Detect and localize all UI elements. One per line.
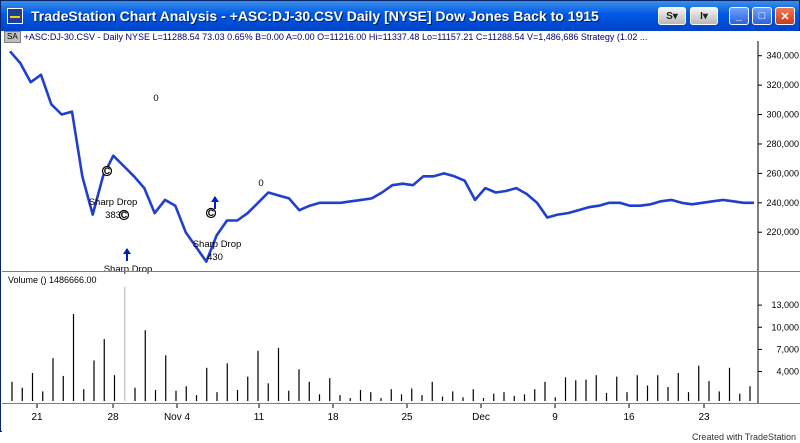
chart-window: TradeStation Chart Analysis - +ASC:DJ-30… bbox=[0, 0, 800, 433]
exit-marker-label: C bbox=[104, 166, 111, 176]
date-tick-label: Dec bbox=[472, 412, 490, 423]
sharp-drop-value: 383 bbox=[105, 210, 121, 221]
footer: Created with TradeStation bbox=[0, 432, 800, 443]
price-tick-label: 320,000 bbox=[766, 80, 799, 90]
exit-marker-label: C bbox=[121, 210, 128, 220]
date-tick-label: 18 bbox=[327, 412, 339, 423]
minimize-button[interactable]: _ bbox=[729, 7, 749, 25]
volume-panel-label: Volume () 1486666.00 bbox=[8, 275, 97, 285]
exit-marker-circle bbox=[205, 207, 217, 219]
price-volume-separator[interactable] bbox=[2, 271, 800, 272]
price-tick-label: 300,000 bbox=[766, 110, 799, 120]
sharp-drop-label: Sharp Drop bbox=[104, 264, 153, 275]
date-tick-label: 16 bbox=[623, 412, 635, 423]
date-tick-label: 11 bbox=[254, 412, 265, 423]
title-bar[interactable]: TradeStation Chart Analysis - +ASC:DJ-30… bbox=[1, 1, 799, 31]
indicator-menu-button[interactable]: I▾ bbox=[690, 7, 718, 25]
date-tick-label: 9 bbox=[552, 412, 558, 423]
date-tick-label: 28 bbox=[107, 412, 119, 423]
sa-badge[interactable]: SA bbox=[4, 31, 21, 43]
price-series-line bbox=[9, 50, 754, 263]
date-tick-label: 25 bbox=[401, 412, 413, 423]
volume-tick-label: 10,000 bbox=[771, 322, 799, 332]
sharp-drop-value: 430 bbox=[207, 252, 223, 263]
price-tick-label: 240,000 bbox=[766, 198, 799, 208]
sharp-drop-label: Sharp Drop bbox=[193, 239, 242, 250]
window-title: TradeStation Chart Analysis - +ASC:DJ-30… bbox=[31, 8, 599, 24]
price-tick-label: 220,000 bbox=[766, 227, 799, 237]
entry-arrow-head bbox=[123, 248, 131, 254]
exit-marker-circle bbox=[101, 165, 113, 177]
chart-area[interactable]: SA +ASC:DJ-30.CSV - Daily NYSE L=11288.5… bbox=[2, 31, 800, 433]
volume-date-separator bbox=[2, 403, 800, 404]
price-chart-svg[interactable]: 340,000 320,000 300,000 280,000 260,000 240,0… bbox=[2, 31, 800, 433]
date-tick-label: Nov 4 bbox=[164, 412, 191, 423]
maximize-button[interactable]: □ bbox=[752, 7, 772, 25]
strategy-menu-button[interactable]: S▾ bbox=[658, 7, 686, 25]
entry-arrow-head bbox=[211, 196, 219, 202]
price-tick-label: 280,000 bbox=[766, 139, 799, 149]
exit-marker-label: C bbox=[208, 208, 215, 218]
volume-tick-label: 4,000 bbox=[776, 367, 799, 377]
symbol-info-text: +ASC:DJ-30.CSV - Daily NYSE L=11288.54 7… bbox=[23, 32, 648, 42]
footer-text: Created with TradeStation bbox=[691, 432, 796, 442]
volume-tick-label: 13,000 bbox=[771, 300, 799, 310]
sharp-drop-label: Sharp Drop bbox=[89, 197, 138, 208]
price-tick-label: 260,000 bbox=[766, 168, 799, 178]
signal-zero-label: 0 bbox=[153, 93, 158, 104]
volume-tick-label: 7,000 bbox=[776, 344, 799, 354]
close-button[interactable]: ✕ bbox=[775, 7, 795, 25]
price-tick-label: 340,000 bbox=[766, 51, 799, 61]
exit-marker-circle bbox=[118, 209, 130, 221]
symbol-info-bar: SA +ASC:DJ-30.CSV - Daily NYSE L=11288.5… bbox=[4, 31, 647, 43]
tradestation-app-icon[interactable] bbox=[7, 8, 23, 24]
signal-zero-label: 0 bbox=[258, 178, 263, 189]
date-tick-label: 21 bbox=[31, 412, 43, 423]
date-tick-label: 23 bbox=[698, 412, 710, 423]
